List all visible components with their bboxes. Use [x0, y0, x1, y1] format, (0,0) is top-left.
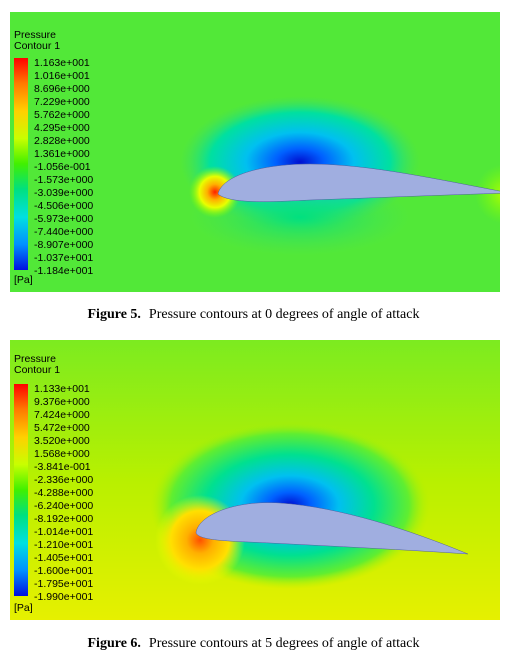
colorbar-tick-label: 1.568e+000	[34, 448, 90, 460]
colorbar-tick-label: -8.907e+000	[34, 239, 94, 251]
colorbar-tick-labels: 1.163e+001 1.016e+001 8.696e+000 7.229e+000…	[34, 57, 93, 278]
colorbar-tick-label: -4.288e+000	[34, 487, 94, 499]
figure-5-contour-plot: Pressure Contour 1 1.163e+001 1.016e+001 8…	[10, 12, 500, 292]
colorbar-tick-label: 1.016e+001	[34, 70, 90, 82]
caption-text: Pressure contours at 5 degrees of angle …	[148, 636, 420, 651]
colorbar-tick-label: 5.472e+000	[34, 422, 90, 434]
legend-subtitle: Contour 1	[14, 40, 61, 52]
colorbar-tick-label: -8.192e+000	[34, 513, 94, 525]
figure-6-caption: Figure 6. Pressure contours at 5 degrees …	[0, 636, 507, 652]
colorbar-tick-label: -6.240e+000	[34, 500, 94, 512]
colorbar-tick-label: 9.376e+000	[34, 396, 90, 408]
legend-quantity: Pressure	[14, 29, 57, 41]
figure-6-contour-svg	[10, 340, 500, 620]
colorbar-tick-label: -1.014e+001	[34, 526, 94, 538]
colorbar-tick-label: -7.440e+000	[34, 226, 94, 238]
colorbar-tick-label: -1.037e+001	[34, 252, 94, 264]
colorbar-tick-label: 5.762e+000	[34, 109, 90, 121]
figure-5-caption: Figure 5. Pressure contours at 0 degrees …	[0, 307, 507, 323]
legend-subtitle: Contour 1	[14, 364, 61, 376]
colorbar-tick-label: 2.828e+000	[34, 135, 90, 147]
colorbar-tick-label: -4.506e+000	[34, 200, 94, 212]
colorbar-tick-label: -1.405e+001	[34, 552, 94, 564]
colorbar-tick-label: -3.039e+000	[34, 187, 94, 199]
unit-label: [Pa]	[14, 602, 33, 614]
colorbar-tick-label: -5.973e+000	[34, 213, 94, 225]
legend-title: Pressure Contour 1	[14, 354, 60, 376]
colorbar-tick-label: 1.163e+001	[34, 57, 90, 69]
colorbar	[14, 58, 28, 270]
caption-text: Pressure contours at 0 degrees of angle …	[148, 307, 420, 322]
colorbar-tick-label: -3.841e-001	[34, 461, 91, 473]
colorbar-tick-label: 1.361e+000	[34, 148, 90, 160]
colorbar-tick-label: -1.184e+001	[34, 265, 94, 277]
colorbar-tick-label: -1.990e+001	[34, 591, 94, 603]
caption-label: Figure 6.	[87, 636, 141, 651]
caption-label: Figure 5.	[87, 307, 141, 322]
colorbar-tick-label: -2.336e+000	[34, 474, 94, 486]
airfoil-shape	[195, 502, 469, 555]
colorbar-tick-labels: 1.133e+001 9.376e+000 7.424e+000 5.472e+000…	[34, 383, 93, 604]
colorbar-tick-label: -1.056e-001	[34, 161, 91, 173]
colorbar-tick-label: 8.696e+000	[34, 83, 90, 95]
colorbar-tick-label: -1.573e+000	[34, 174, 94, 186]
colorbar-tick-label: -1.600e+001	[34, 565, 94, 577]
colorbar-tick-label: 3.520e+000	[34, 435, 90, 447]
unit-label: [Pa]	[14, 274, 33, 286]
figure-5-contour-svg	[10, 12, 500, 292]
airfoil-shape	[217, 163, 500, 202]
colorbar-tick-label: 4.295e+000	[34, 122, 90, 134]
colorbar-tick-label: -1.795e+001	[34, 578, 94, 590]
colorbar-tick-label: -1.210e+001	[34, 539, 94, 551]
figure-6-contour-plot: Pressure Contour 1 1.133e+001 9.376e+000 7…	[10, 340, 500, 620]
legend-quantity: Pressure	[14, 353, 57, 365]
colorbar	[14, 384, 28, 596]
colorbar-tick-label: 1.133e+001	[34, 383, 90, 395]
colorbar-tick-label: 7.424e+000	[34, 409, 90, 421]
legend-title: Pressure Contour 1	[14, 30, 60, 52]
colorbar-tick-label: 7.229e+000	[34, 96, 90, 108]
